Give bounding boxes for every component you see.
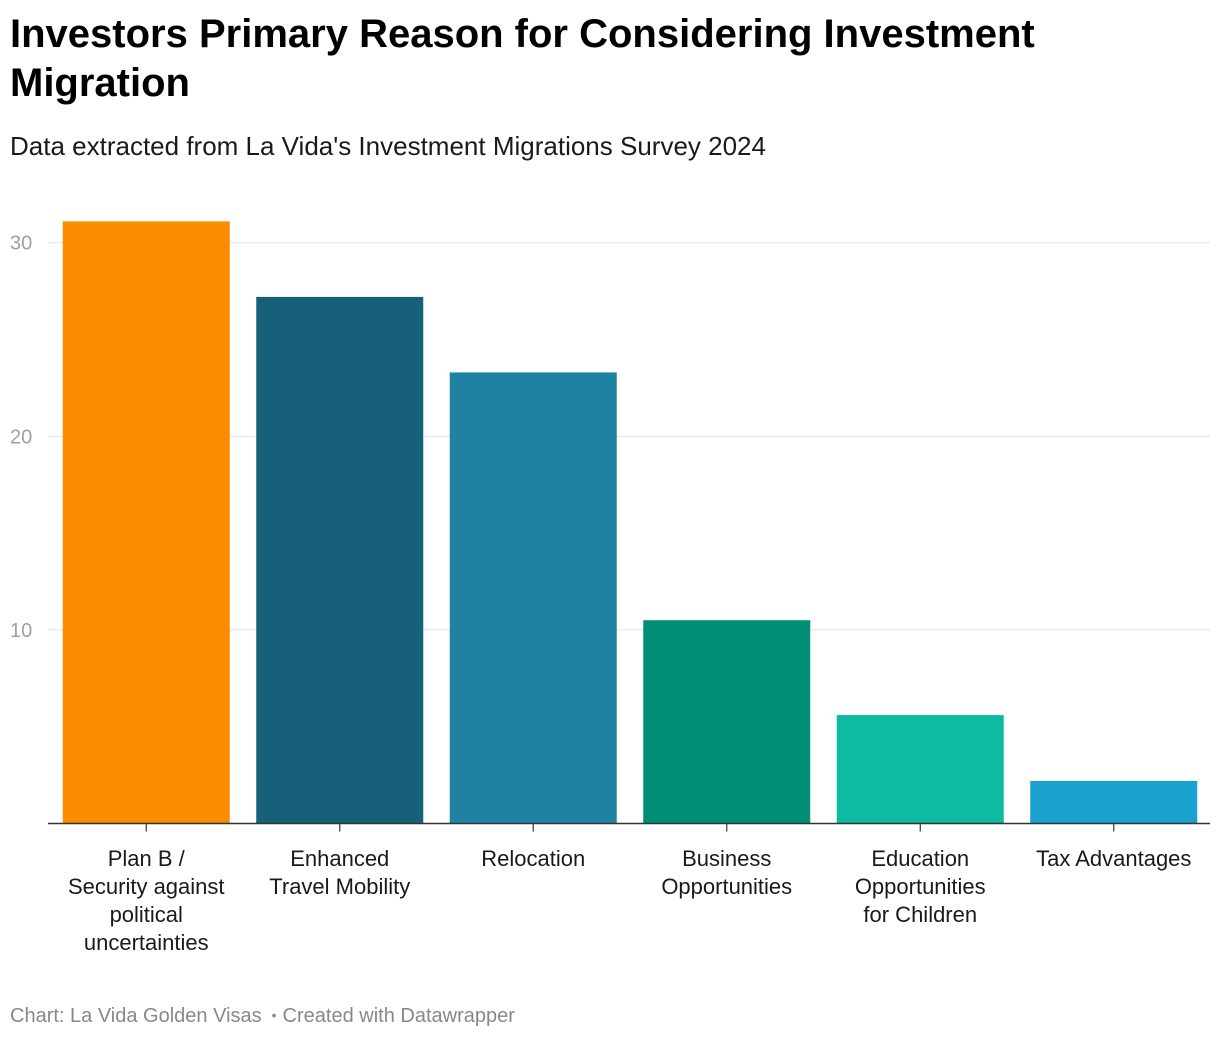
gridlines: 10 20 30 bbox=[10, 233, 1210, 642]
bar-1 bbox=[256, 296, 424, 824]
y-tick-label-20: 20 bbox=[10, 426, 32, 448]
footer-separator: • bbox=[271, 1007, 277, 1023]
datawrapper-credit: Created with Datawrapper bbox=[282, 1005, 515, 1027]
y-tick-label-10: 10 bbox=[10, 620, 32, 642]
category-label-4: Education Opportunities for Children bbox=[855, 846, 986, 927]
category-label-1: Enhanced Travel Mobility bbox=[269, 846, 410, 899]
category-label-2: Relocation bbox=[481, 846, 585, 871]
x-axis bbox=[48, 822, 1210, 832]
y-tick-label-30: 30 bbox=[10, 233, 32, 255]
category-label-0: Plan B / Security against political uncerta… bbox=[68, 846, 225, 955]
bar-3 bbox=[643, 620, 811, 824]
chart-footer: Chart: La Vida Golden Visas • Created with… bbox=[10, 1001, 515, 1030]
chart-title: Investors Primary Reason for Considering… bbox=[10, 12, 1035, 105]
bars bbox=[62, 221, 1198, 824]
bar-5 bbox=[1030, 780, 1198, 824]
category-labels: Plan B / Security against political uncerta… bbox=[68, 846, 1191, 955]
bar-2 bbox=[449, 372, 617, 824]
source-credit: Chart: La Vida Golden Visas bbox=[10, 1005, 262, 1027]
bar-0 bbox=[62, 221, 230, 824]
chart-subtitle: Data extracted from La Vida's Investment… bbox=[10, 131, 766, 161]
category-label-3: Business Opportunities bbox=[661, 846, 792, 899]
bar-4 bbox=[836, 715, 1004, 824]
category-label-5: Tax Advantages bbox=[1036, 846, 1191, 871]
